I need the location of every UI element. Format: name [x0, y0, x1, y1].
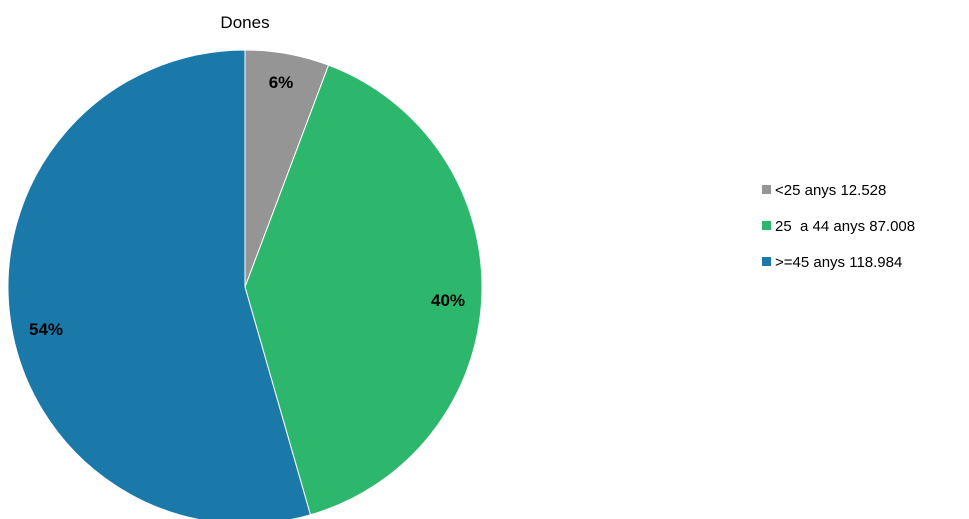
- legend-swatch-2: [762, 221, 771, 230]
- slice-percent-label-2: 40%: [431, 291, 465, 310]
- pie-slice-labels: 6% 40% 54%: [29, 73, 465, 339]
- slice-percent-label-3: 54%: [29, 320, 63, 339]
- pie-slices: [7, 49, 483, 519]
- legend: <25 anys 12.528 25 a 44 anys 87.008 >=45 a…: [762, 182, 915, 271]
- legend-label-2: 25 a 44 anys 87.008: [775, 218, 915, 235]
- chart-title: Dones: [220, 13, 269, 32]
- legend-label-3: >=45 anys 118.984: [775, 254, 902, 271]
- pie-slice-3: [7, 49, 312, 519]
- legend-swatch-1: [762, 185, 771, 194]
- legend-swatch-3: [762, 257, 771, 266]
- legend-label-1: <25 anys 12.528: [775, 182, 886, 199]
- pie-slice-2: [244, 64, 483, 516]
- slice-percent-label-1: 6%: [269, 73, 294, 92]
